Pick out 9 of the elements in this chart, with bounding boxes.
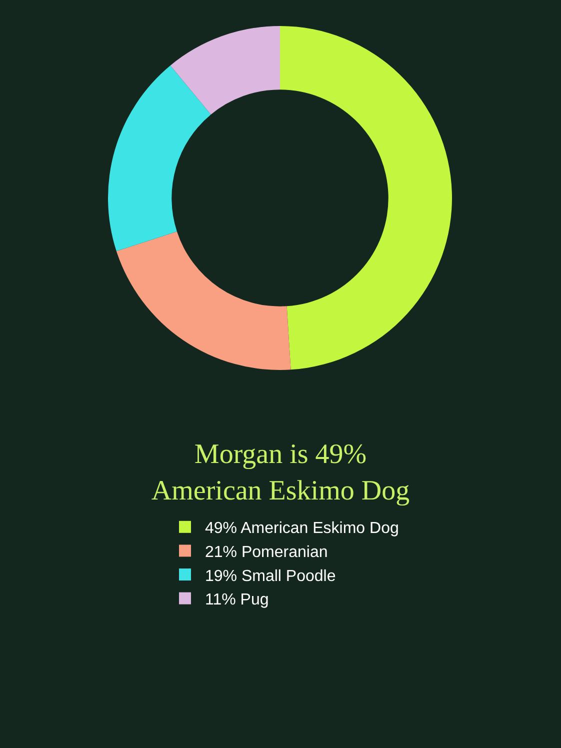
legend-label: 19% Small Poodle	[205, 568, 336, 585]
donut-slice	[170, 26, 280, 115]
donut-slice	[116, 231, 291, 370]
donut-slice	[108, 65, 211, 252]
legend-label: 21% Pomeranian	[205, 544, 328, 561]
legend-label: 11% Pug	[205, 592, 269, 609]
donut-slice	[280, 26, 452, 370]
text: 49% American Eskimo Dog	[205, 520, 399, 538]
chart-title: Morgan is 49% American Eskimo Dog	[151, 439, 410, 506]
